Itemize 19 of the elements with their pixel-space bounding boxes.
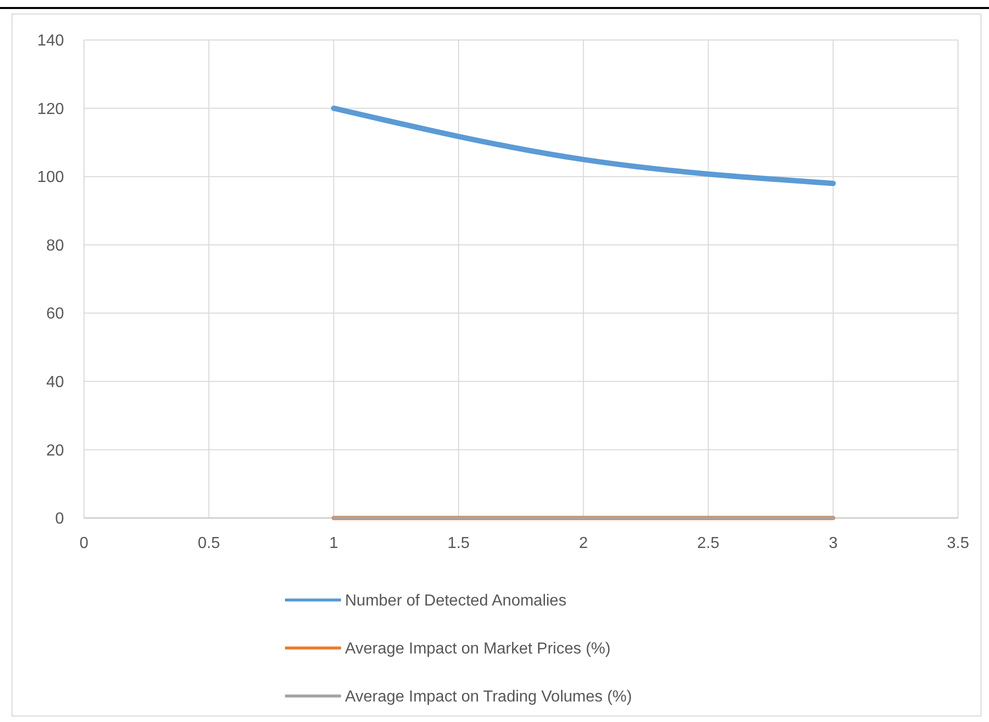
x-tick-label: 1.5 — [447, 535, 470, 552]
legend-label: Number of Detected Anomalies — [345, 592, 566, 610]
y-tick-label: 60 — [46, 306, 64, 323]
x-tick-label: 0.5 — [198, 535, 220, 552]
x-tick-label: 0 — [80, 535, 89, 552]
y-tick-label: 100 — [37, 169, 64, 186]
y-tick-label: 140 — [37, 32, 64, 50]
legend-label: Average Impact on Trading Volumes (%) — [345, 688, 632, 706]
x-tick-label: 3.5 — [946, 535, 970, 552]
legend-label: Average Impact on Market Prices (%) — [345, 640, 611, 658]
y-tick-label: 120 — [37, 100, 64, 118]
y-tick-label: 0 — [55, 510, 64, 528]
x-tick-label: 2 — [578, 535, 588, 552]
y-tick-label: 20 — [46, 442, 64, 460]
y-tick-label: 80 — [46, 237, 64, 254]
y-tick-label: 40 — [46, 374, 64, 392]
x-tick-label: 3 — [828, 535, 838, 552]
x-tick-label: 2.5 — [697, 535, 720, 552]
x-tick-label: 1 — [329, 535, 338, 552]
